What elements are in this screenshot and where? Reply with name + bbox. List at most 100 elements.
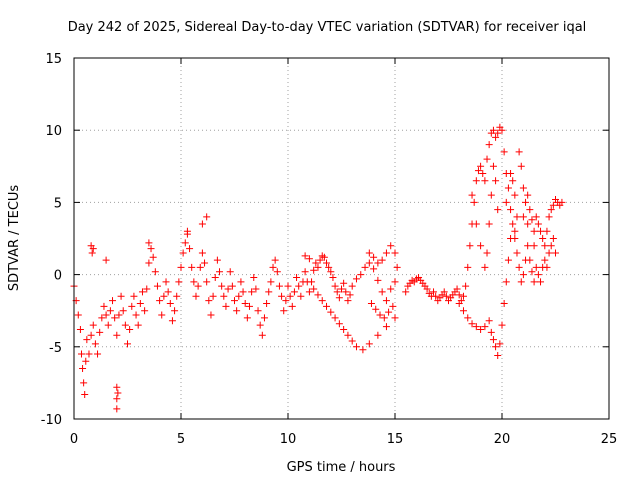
data-point xyxy=(132,311,140,319)
data-point xyxy=(310,266,318,274)
data-point xyxy=(156,297,164,305)
data-point xyxy=(402,288,410,296)
data-point xyxy=(273,268,281,276)
x-tick-label: 10 xyxy=(280,432,297,447)
data-point xyxy=(464,314,472,322)
data-point xyxy=(188,263,196,271)
data-point xyxy=(173,292,181,300)
data-point xyxy=(305,255,313,263)
data-point xyxy=(545,213,553,221)
data-point xyxy=(532,213,540,221)
y-tick-labels: -10 -5 0 5 10 15 xyxy=(41,52,62,428)
data-point xyxy=(312,259,320,267)
data-point xyxy=(235,292,243,300)
data-point xyxy=(432,292,440,300)
data-point xyxy=(502,278,510,286)
data-point xyxy=(153,282,161,290)
data-point xyxy=(310,285,318,293)
data-point xyxy=(113,405,121,413)
data-point xyxy=(547,206,555,214)
data-point xyxy=(104,321,112,329)
data-point xyxy=(124,340,131,348)
data-point xyxy=(128,302,136,310)
data-point xyxy=(464,263,472,271)
data-point xyxy=(256,321,264,329)
data-point xyxy=(335,294,343,302)
data-point xyxy=(318,297,326,305)
data-point xyxy=(494,351,502,359)
data-point xyxy=(213,256,221,264)
data-point xyxy=(492,343,500,351)
data-point xyxy=(455,291,463,299)
data-point xyxy=(552,249,559,257)
data-point xyxy=(89,321,97,329)
y-tick-label: 5 xyxy=(54,196,62,211)
data-point xyxy=(74,311,82,319)
data-point xyxy=(314,291,322,299)
data-point xyxy=(440,288,448,296)
data-point xyxy=(522,198,530,206)
data-point xyxy=(519,184,527,192)
data-point xyxy=(378,256,386,264)
data-point xyxy=(519,271,527,279)
data-point xyxy=(179,249,187,257)
data-point xyxy=(282,297,290,305)
data-point xyxy=(382,297,390,305)
data-point xyxy=(507,206,515,214)
data-point xyxy=(151,268,159,276)
data-point xyxy=(164,288,172,296)
data-point xyxy=(263,299,271,307)
data-point xyxy=(549,201,557,209)
data-point xyxy=(528,268,536,276)
data-point xyxy=(203,213,211,221)
data-point xyxy=(348,337,356,345)
data-point xyxy=(376,311,384,319)
data-point xyxy=(314,263,322,271)
data-point xyxy=(459,307,467,315)
data-point xyxy=(91,340,99,348)
data-point xyxy=(201,259,209,267)
data-point xyxy=(485,141,493,149)
data-point xyxy=(423,285,431,293)
x-tick-labels: 0 5 10 15 20 25 xyxy=(70,432,617,447)
data-point xyxy=(126,325,134,333)
data-point xyxy=(543,263,551,271)
data-point xyxy=(323,259,331,267)
data-point xyxy=(498,126,506,134)
data-point xyxy=(374,276,382,284)
data-point xyxy=(333,288,341,296)
data-point xyxy=(96,328,104,336)
data-point xyxy=(530,278,538,286)
data-point xyxy=(545,249,553,257)
data-point xyxy=(136,299,144,307)
data-point xyxy=(340,325,348,333)
data-point xyxy=(481,177,489,185)
data-point xyxy=(280,307,288,315)
data-point xyxy=(239,288,247,296)
data-point xyxy=(391,249,399,257)
data-point xyxy=(466,242,474,250)
data-point xyxy=(305,288,313,296)
data-point xyxy=(372,305,380,313)
data-point xyxy=(513,249,521,257)
data-point xyxy=(145,259,153,267)
data-point xyxy=(524,220,532,228)
data-point xyxy=(145,239,153,247)
data-point xyxy=(382,323,390,331)
data-point xyxy=(359,346,367,354)
data-point xyxy=(335,320,343,328)
data-point xyxy=(474,167,482,175)
data-point xyxy=(102,311,110,319)
data-point xyxy=(477,162,485,170)
data-point xyxy=(290,288,298,296)
data-point xyxy=(483,249,491,257)
data-point xyxy=(352,275,360,283)
data-point xyxy=(196,263,204,271)
data-point xyxy=(526,256,534,264)
data-point xyxy=(186,245,194,253)
y-tick-label: 0 xyxy=(54,269,62,284)
data-point xyxy=(547,242,555,250)
data-point xyxy=(532,263,540,271)
data-point xyxy=(233,307,241,315)
data-point xyxy=(453,285,461,293)
